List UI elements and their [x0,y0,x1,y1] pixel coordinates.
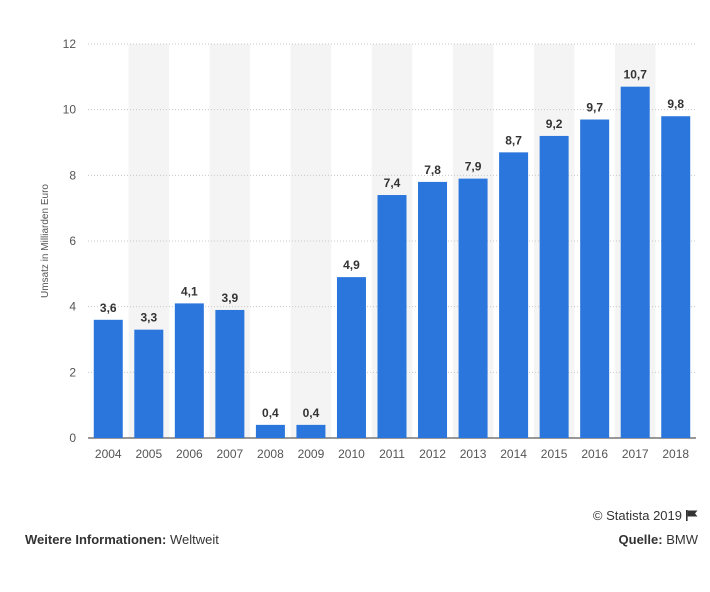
bar [174,303,204,438]
y-tick-label: 8 [69,168,76,182]
x-tick-label: 2004 [95,447,122,461]
x-tick-label: 2012 [419,447,446,461]
y-tick-label: 6 [69,234,76,248]
bar-chart: 0 2 4 6 8 10 12 Umsatz in Milliarden Euro 3,6 200… [40,37,696,461]
copyright-notice[interactable]: © Statista 2019 [593,508,698,523]
bar [539,135,569,438]
data-label: 3,9 [222,291,239,305]
x-tick-label: 2013 [460,447,487,461]
data-label: 7,4 [384,176,401,190]
y-tick-label: 12 [63,37,77,51]
bar [134,329,164,438]
x-tick-label: 2018 [662,447,689,461]
data-label: 8,7 [505,133,522,147]
data-label: 9,2 [546,117,563,131]
x-tick-label: 2017 [622,447,649,461]
bar [255,424,285,438]
y-tick-label: 0 [69,431,76,445]
data-label: 3,6 [100,301,117,315]
bar [458,178,488,438]
more-info-value: Weltweit [169,532,219,547]
x-tick-label: 2015 [541,447,568,461]
data-label: 10,7 [624,68,648,82]
data-label: 0,4 [303,406,320,420]
data-label: 9,8 [667,97,684,111]
flag-icon[interactable] [686,510,698,521]
bar [620,86,650,438]
bar [336,277,366,438]
x-tick-label: 2010 [338,447,365,461]
bar [296,424,326,438]
more-info: Weitere Informationen: Weltweit [25,532,219,547]
bar [499,152,529,438]
x-tick-label: 2014 [500,447,527,461]
y-axis-label: Umsatz in Milliarden Euro [40,184,51,298]
source-value: BMW [666,532,698,547]
x-tick-label: 2009 [298,447,325,461]
data-label: 7,8 [424,163,441,177]
copyright-text: © Statista 2019 [592,508,682,523]
x-tick-label: 2008 [257,447,284,461]
data-label: 3,3 [140,311,157,325]
x-tick-label: 2006 [176,447,203,461]
x-tick-label: 2005 [135,447,162,461]
source: Quelle: BMW [619,532,698,547]
bar [661,116,691,438]
data-label: 4,1 [181,284,198,298]
data-label: 9,7 [586,101,603,115]
bar [377,195,407,438]
data-label: 4,9 [343,258,360,272]
y-tick-label: 10 [63,103,77,117]
data-label: 0,4 [262,406,279,420]
x-tick-label: 2011 [379,447,405,461]
more-info-label: Weitere Informationen: [25,532,167,547]
y-tick-label: 2 [69,365,76,379]
x-tick-label: 2007 [217,447,244,461]
data-label: 7,9 [465,160,482,174]
bar [580,119,610,439]
source-label: Quelle: [618,532,663,547]
bar [418,181,448,438]
x-tick-label: 2016 [581,447,608,461]
bar [215,309,245,438]
bar [93,319,123,438]
y-tick-label: 4 [69,300,76,314]
